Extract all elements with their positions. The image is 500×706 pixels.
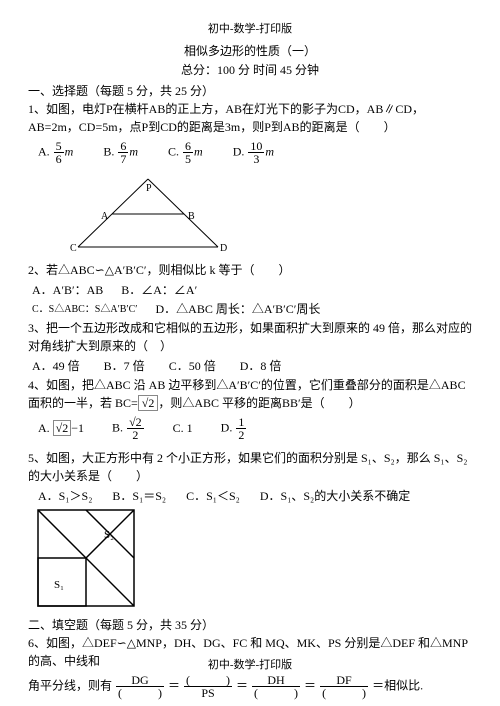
q1-opt-c: C. 65m	[168, 140, 203, 165]
q3-stem: 3、把一个五边形改成和它相似的五边形，如果面积扩大到原来的 49 倍，那么对应的…	[28, 319, 472, 355]
q6-tail: ＝相似比.	[372, 678, 423, 692]
q1-stem: 1、如图，电灯P在横杆AB的正上方，AB在灯光下的影子为CD，AB∥CD，AB=…	[28, 100, 472, 136]
q1-options: A. 56m B. 67m C. 65m D. 103m	[28, 140, 472, 165]
fig1-c: C	[70, 243, 77, 253]
q4-stem: 4、如图，把△ABC 沿 AB 边平移到△A′B′C′的位置，它们重叠部分的面积…	[28, 376, 472, 412]
footer-tag: 初中-数学-打印版	[0, 656, 500, 672]
q1-a-suf: m	[65, 144, 74, 158]
q2-d: D．△ABC 周长：△A′B′C′周长	[155, 300, 320, 317]
q4-b: B. √22	[112, 416, 145, 441]
q6-f1d: ( )	[116, 687, 164, 699]
section2-header: 二、填空题（每题 5 分，共 35 分）	[28, 616, 472, 634]
fig1-a: A	[101, 211, 109, 222]
q1-b-den: 7	[118, 153, 128, 165]
q1-opt-d: D. 103m	[233, 140, 274, 165]
q6-f3d: ( )	[252, 687, 300, 699]
q1-b-label: B.	[103, 144, 114, 158]
q5-a: A．S₁＞S₂	[38, 487, 92, 504]
q4-a-tail: −1	[71, 421, 84, 435]
q4-d: D. 12	[221, 416, 248, 441]
q3-c: C．50 倍	[169, 357, 216, 374]
q1-a-den: 6	[54, 153, 64, 165]
q2-c: C．S△ABC：S△A′B′C′	[32, 300, 137, 317]
q4-options: A. √2−1 B. √22 C. 1 D. 12	[28, 416, 472, 441]
q1-figure: P A B C D	[68, 173, 472, 257]
q1-c-den: 5	[183, 153, 193, 165]
q1-b-suf: m	[129, 144, 138, 158]
q3-a: A．49 倍	[32, 357, 80, 374]
q5-stem: 5、如图，大正方形中有 2 个小正方形，如果它们的面积分别是 S₁、S₂，那么 …	[28, 449, 472, 485]
q4-sqrt: √2	[138, 395, 159, 411]
section1-header: 一、选择题（每题 5 分，共 25 分）	[28, 82, 472, 100]
q5-options: A．S₁＞S₂ B．S₁＝S₂ C．S₁＜S₂ D．S₁、S₂的大小关系不确定	[28, 487, 472, 504]
q1-d-den: 3	[248, 153, 264, 165]
q2-stem: 2、若△ABC∽△A′B′C′，则相似比 k 等于（ ）	[28, 261, 472, 279]
q5-b: B．S₁＝S₂	[112, 487, 166, 504]
q2-a: A．A′B′：AB	[32, 281, 103, 298]
fig1-p: P	[146, 183, 152, 194]
q1-c-suf: m	[194, 144, 203, 158]
fig2-s1: S₁	[54, 579, 64, 591]
q5-c: C．S₁＜S₂	[186, 487, 240, 504]
q1-opt-a: A. 56m	[38, 140, 73, 165]
header-tag: 初中-数学-打印版	[28, 20, 472, 36]
q6-equation: 角平分线，则有 DG( ) ＝ ( )PS ＝ DH( ) ＝ DF( ) ＝相…	[28, 674, 472, 699]
q4-c: C. 1	[173, 421, 193, 436]
q4-stem-text2: ，则△ABC 平移的距离BB′是（ ）	[158, 396, 360, 410]
q1-d-label: D.	[233, 144, 245, 158]
fig1-b: B	[188, 211, 195, 222]
q1-d-suf: m	[265, 144, 274, 158]
q1-opt-b: B. 67m	[103, 140, 138, 165]
q4-a-sqrt: √2	[53, 420, 72, 436]
q3-options: A．49 倍 B．7 倍 C．50 倍 D．8 倍	[28, 357, 472, 374]
fig1-d: D	[220, 243, 227, 253]
q4-a: A. √2−1	[38, 421, 84, 436]
q4-b-label: B.	[112, 420, 123, 434]
q1-a-label: A.	[38, 144, 50, 158]
q3-d: D．8 倍	[240, 357, 282, 374]
q5-d: D．S₁、S₂的大小关系不确定	[260, 487, 410, 504]
page-title: 相似多边形的性质（一）	[28, 42, 472, 59]
q4-d-den: 2	[236, 429, 246, 441]
q6-f4d: ( )	[320, 687, 368, 699]
q2-b: B．∠A：∠A′	[121, 281, 197, 298]
q2-options-row2: C．S△ABC：S△A′B′C′ D．△ABC 周长：△A′B′C′周长	[28, 300, 472, 317]
fig2-s2: S₂	[104, 529, 114, 541]
q4-d-label: D.	[221, 420, 233, 434]
q6-f2d: PS	[184, 687, 232, 699]
q5-figure: S₁ S₂	[36, 508, 472, 612]
q4-b-den: 2	[127, 429, 144, 441]
q4-a-label: A.	[38, 421, 50, 435]
page-subtitle: 总分：100 分 时间 45 分钟	[28, 61, 472, 78]
q3-b: B．7 倍	[104, 357, 145, 374]
q1-c-label: C.	[168, 144, 179, 158]
q6-prefix: 角平分线，则有	[28, 678, 112, 692]
q2-options-row1: A．A′B′：AB B．∠A：∠A′	[28, 281, 472, 298]
